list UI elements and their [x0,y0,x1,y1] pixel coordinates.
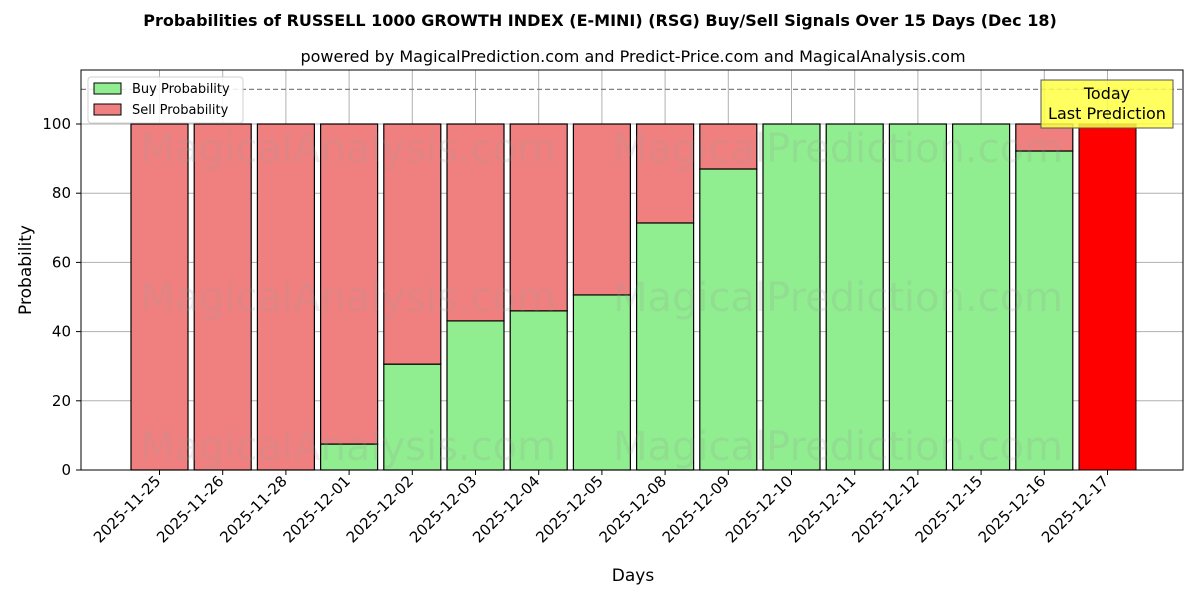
bar-sell [446,123,505,322]
y-axis-label: Probability [16,225,36,315]
x-tick-label: 2025-12-04 [469,472,543,546]
bar-buy [888,123,948,471]
bar-group-2025-12-11 [825,123,884,471]
bar-buy [635,222,695,471]
x-tick-label: 2025-12-16 [975,472,1049,546]
annotation-text: Today [1083,84,1130,103]
x-axis-label: Days [612,566,655,586]
bar-sell [320,123,379,445]
bar-group-2025-12-01 [320,123,379,471]
bar-group-2025-12-15 [951,123,1011,471]
annotation-box [1040,79,1174,129]
bar-group-2025-12-16 [1015,123,1074,471]
bar-buy [699,168,758,471]
watermark: MagicalAnalysis.com [140,126,556,172]
x-tick-label: 2025-12-03 [406,472,480,546]
bar-group-2025-12-12 [888,123,948,471]
bar-group-2025-12-03 [446,123,505,471]
x-tick-label: 2025-11-25 [90,472,164,546]
bar-today [1078,123,1137,471]
y-tick-label: 100 [42,115,71,133]
legend-swatch-buy [93,82,122,95]
y-tick-label: 60 [52,253,71,271]
bar-group-2025-11-25 [130,123,189,471]
bar-group-2025-12-05 [572,123,632,471]
bar-sell [509,123,568,312]
x-tick-label: 2025-12-10 [722,472,796,546]
x-tick-label: 2025-12-09 [659,472,733,546]
x-tick-label: 2025-12-05 [532,472,606,546]
bar-group-2025-12-09 [699,123,758,471]
watermark: MagicalAnalysis.com [140,424,556,470]
watermark: MagicalPrediction.com [613,126,1063,172]
bar-buy [825,123,884,471]
bar-sell [699,123,758,170]
annotation-text: Last Prediction [1048,104,1166,123]
legend-label-sell: Sell Probability [132,103,229,118]
x-tick-label: 2025-12-08 [596,472,670,546]
bar-group-2025-12-17 [1078,123,1137,471]
bar-group-2025-12-04 [509,123,568,471]
x-tick-label: 2025-11-26 [153,472,227,546]
x-tick-label: 2025-12-02 [343,472,417,546]
bar-buy [951,123,1011,471]
chart-subtitle: powered by MagicalPrediction.com and Pre… [300,47,965,66]
legend-box [87,76,244,124]
x-tick-label: 2025-12-12 [848,472,922,546]
legend-swatch-sell [93,103,122,116]
y-tick-label: 20 [52,392,71,410]
x-tick-label: 2025-12-15 [912,472,986,546]
bar-buy [1015,150,1074,471]
legend-label-buy: Buy Probability [132,82,230,97]
bar-sell [383,123,442,365]
chart-title: Probabilities of RUSSELL 1000 GROWTH IND… [143,11,1057,30]
watermark: MagicalPrediction.com [613,275,1063,321]
bar-buy [320,443,379,471]
bar-sell [572,123,632,296]
y-tick-label: 40 [52,323,71,341]
bar-group-2025-12-08 [635,123,695,471]
x-tick-label: 2025-12-17 [1038,472,1112,546]
bar-buy [446,320,505,471]
x-tick-label: 2025-11-28 [216,472,290,546]
axes-frame [80,69,1184,471]
y-tick-label: 0 [61,461,71,479]
x-tick-label: 2025-12-11 [785,472,859,546]
x-tick-label: 2025-12-01 [280,472,354,546]
watermark: MagicalAnalysis.com [140,275,556,321]
legend: Buy Probability Sell Probability [87,76,244,124]
y-tick-label: 80 [52,184,71,202]
bar-group-2025-12-02 [383,123,442,471]
bar-sell [635,123,695,224]
plot-area: MagicalAnalysis.com MagicalPrediction.com… [42,69,1184,546]
bar-sell [130,123,189,471]
watermark: MagicalPrediction.com [613,424,1063,470]
